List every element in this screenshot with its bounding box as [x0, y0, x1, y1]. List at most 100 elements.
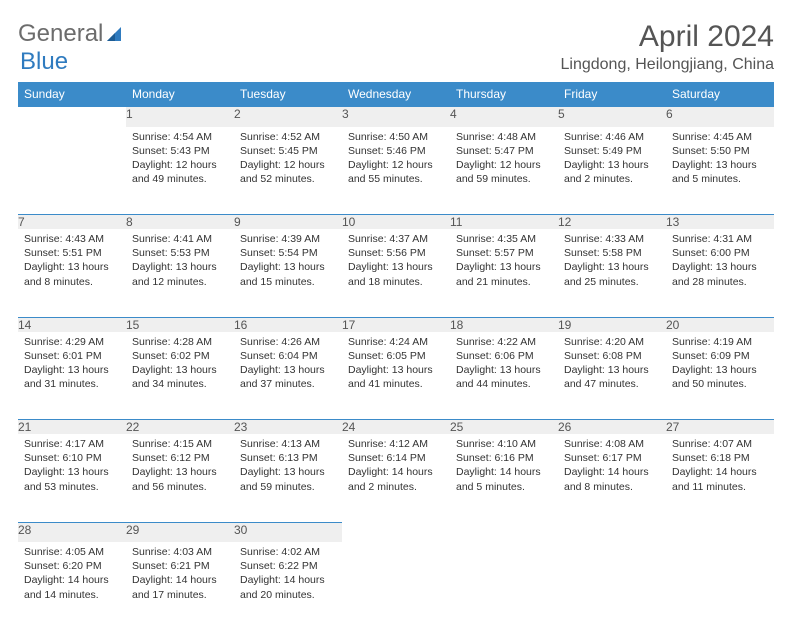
day-number: 11: [450, 215, 558, 230]
empty-cell: [342, 522, 450, 542]
daynum-row: 78910111213: [18, 215, 774, 230]
content-row: Sunrise: 4:43 AMSunset: 5:51 PMDaylight:…: [18, 229, 774, 317]
day-content: Sunrise: 4:31 AMSunset: 6:00 PMDaylight:…: [666, 229, 774, 295]
weekday-header: Friday: [558, 82, 666, 107]
day-content: Sunrise: 4:08 AMSunset: 6:17 PMDaylight:…: [558, 434, 666, 500]
day-content: Sunrise: 4:02 AMSunset: 6:22 PMDaylight:…: [234, 542, 342, 608]
day-number: 14: [18, 317, 126, 332]
day-number: 9: [234, 215, 342, 230]
day-content: Sunrise: 4:39 AMSunset: 5:54 PMDaylight:…: [234, 229, 342, 295]
location-text: Lingdong, Heilongjiang, China: [561, 56, 775, 74]
day-cell: Sunrise: 4:37 AMSunset: 5:56 PMDaylight:…: [342, 229, 450, 317]
weekday-header: Saturday: [666, 82, 774, 107]
day-cell: Sunrise: 4:22 AMSunset: 6:06 PMDaylight:…: [450, 332, 558, 420]
day-cell: Sunrise: 4:03 AMSunset: 6:21 PMDaylight:…: [126, 542, 234, 630]
day-number: 7: [18, 215, 126, 230]
day-number: 26: [558, 420, 666, 435]
empty-cell: [18, 107, 126, 127]
content-row: Sunrise: 4:54 AMSunset: 5:43 PMDaylight:…: [18, 127, 774, 215]
day-content: Sunrise: 4:10 AMSunset: 6:16 PMDaylight:…: [450, 434, 558, 500]
day-content: Sunrise: 4:50 AMSunset: 5:46 PMDaylight:…: [342, 127, 450, 193]
day-number: 17: [342, 317, 450, 332]
daynum-row: 282930: [18, 522, 774, 542]
day-content: Sunrise: 4:24 AMSunset: 6:05 PMDaylight:…: [342, 332, 450, 398]
day-content: Sunrise: 4:07 AMSunset: 6:18 PMDaylight:…: [666, 434, 774, 500]
day-cell: Sunrise: 4:43 AMSunset: 5:51 PMDaylight:…: [18, 229, 126, 317]
day-number: 15: [126, 317, 234, 332]
day-number: 12: [558, 215, 666, 230]
content-row: Sunrise: 4:05 AMSunset: 6:20 PMDaylight:…: [18, 542, 774, 630]
day-content: Sunrise: 4:37 AMSunset: 5:56 PMDaylight:…: [342, 229, 450, 295]
day-content: Sunrise: 4:28 AMSunset: 6:02 PMDaylight:…: [126, 332, 234, 398]
day-cell: Sunrise: 4:48 AMSunset: 5:47 PMDaylight:…: [450, 127, 558, 215]
day-cell: Sunrise: 4:46 AMSunset: 5:49 PMDaylight:…: [558, 127, 666, 215]
day-number: 3: [342, 107, 450, 127]
day-cell: Sunrise: 4:10 AMSunset: 6:16 PMDaylight:…: [450, 434, 558, 522]
logo: General: [18, 20, 125, 48]
empty-cell: [342, 542, 450, 630]
day-cell: Sunrise: 4:19 AMSunset: 6:09 PMDaylight:…: [666, 332, 774, 420]
day-cell: Sunrise: 4:39 AMSunset: 5:54 PMDaylight:…: [234, 229, 342, 317]
day-content: Sunrise: 4:20 AMSunset: 6:08 PMDaylight:…: [558, 332, 666, 398]
day-number: 28: [18, 522, 126, 542]
day-content: Sunrise: 4:15 AMSunset: 6:12 PMDaylight:…: [126, 434, 234, 500]
day-number: 6: [666, 107, 774, 127]
empty-cell: [450, 522, 558, 542]
daynum-row: 123456: [18, 107, 774, 127]
calendar-body: 123456Sunrise: 4:54 AMSunset: 5:43 PMDay…: [18, 107, 774, 630]
day-cell: Sunrise: 4:12 AMSunset: 6:14 PMDaylight:…: [342, 434, 450, 522]
weekday-header: Wednesday: [342, 82, 450, 107]
day-cell: Sunrise: 4:07 AMSunset: 6:18 PMDaylight:…: [666, 434, 774, 522]
day-content: Sunrise: 4:19 AMSunset: 6:09 PMDaylight:…: [666, 332, 774, 398]
day-content: Sunrise: 4:17 AMSunset: 6:10 PMDaylight:…: [18, 434, 126, 500]
weekday-header-row: SundayMondayTuesdayWednesdayThursdayFrid…: [18, 82, 774, 107]
day-cell: Sunrise: 4:24 AMSunset: 6:05 PMDaylight:…: [342, 332, 450, 420]
day-content: Sunrise: 4:26 AMSunset: 6:04 PMDaylight:…: [234, 332, 342, 398]
day-cell: Sunrise: 4:54 AMSunset: 5:43 PMDaylight:…: [126, 127, 234, 215]
empty-cell: [18, 127, 126, 215]
logo-text-2: Blue: [20, 48, 68, 76]
day-cell: Sunrise: 4:15 AMSunset: 6:12 PMDaylight:…: [126, 434, 234, 522]
day-number: 29: [126, 522, 234, 542]
page-header: General April 2024 Lingdong, Heilongjian…: [18, 20, 774, 74]
day-content: Sunrise: 4:29 AMSunset: 6:01 PMDaylight:…: [18, 332, 126, 398]
day-number: 19: [558, 317, 666, 332]
day-number: 30: [234, 522, 342, 542]
day-cell: Sunrise: 4:29 AMSunset: 6:01 PMDaylight:…: [18, 332, 126, 420]
day-number: 2: [234, 107, 342, 127]
day-cell: Sunrise: 4:13 AMSunset: 6:13 PMDaylight:…: [234, 434, 342, 522]
day-number: 18: [450, 317, 558, 332]
month-title: April 2024: [561, 20, 775, 54]
empty-cell: [558, 522, 666, 542]
logo-sail-icon: [105, 24, 125, 44]
day-content: Sunrise: 4:48 AMSunset: 5:47 PMDaylight:…: [450, 127, 558, 193]
day-number: 25: [450, 420, 558, 435]
day-number: 4: [450, 107, 558, 127]
day-number: 1: [126, 107, 234, 127]
day-cell: Sunrise: 4:31 AMSunset: 6:00 PMDaylight:…: [666, 229, 774, 317]
calendar-table: SundayMondayTuesdayWednesdayThursdayFrid…: [18, 82, 774, 630]
day-number: 21: [18, 420, 126, 435]
weekday-header: Thursday: [450, 82, 558, 107]
day-cell: Sunrise: 4:52 AMSunset: 5:45 PMDaylight:…: [234, 127, 342, 215]
daynum-row: 14151617181920: [18, 317, 774, 332]
day-cell: Sunrise: 4:02 AMSunset: 6:22 PMDaylight:…: [234, 542, 342, 630]
weekday-header: Tuesday: [234, 82, 342, 107]
day-number: 16: [234, 317, 342, 332]
empty-cell: [558, 542, 666, 630]
content-row: Sunrise: 4:29 AMSunset: 6:01 PMDaylight:…: [18, 332, 774, 420]
day-content: Sunrise: 4:46 AMSunset: 5:49 PMDaylight:…: [558, 127, 666, 193]
day-number: 24: [342, 420, 450, 435]
day-content: Sunrise: 4:13 AMSunset: 6:13 PMDaylight:…: [234, 434, 342, 500]
day-content: Sunrise: 4:33 AMSunset: 5:58 PMDaylight:…: [558, 229, 666, 295]
day-cell: Sunrise: 4:41 AMSunset: 5:53 PMDaylight:…: [126, 229, 234, 317]
day-number: 23: [234, 420, 342, 435]
day-cell: Sunrise: 4:50 AMSunset: 5:46 PMDaylight:…: [342, 127, 450, 215]
day-content: Sunrise: 4:54 AMSunset: 5:43 PMDaylight:…: [126, 127, 234, 193]
daynum-row: 21222324252627: [18, 420, 774, 435]
day-number: 22: [126, 420, 234, 435]
day-number: 13: [666, 215, 774, 230]
day-content: Sunrise: 4:22 AMSunset: 6:06 PMDaylight:…: [450, 332, 558, 398]
day-number: 10: [342, 215, 450, 230]
day-content: Sunrise: 4:12 AMSunset: 6:14 PMDaylight:…: [342, 434, 450, 500]
